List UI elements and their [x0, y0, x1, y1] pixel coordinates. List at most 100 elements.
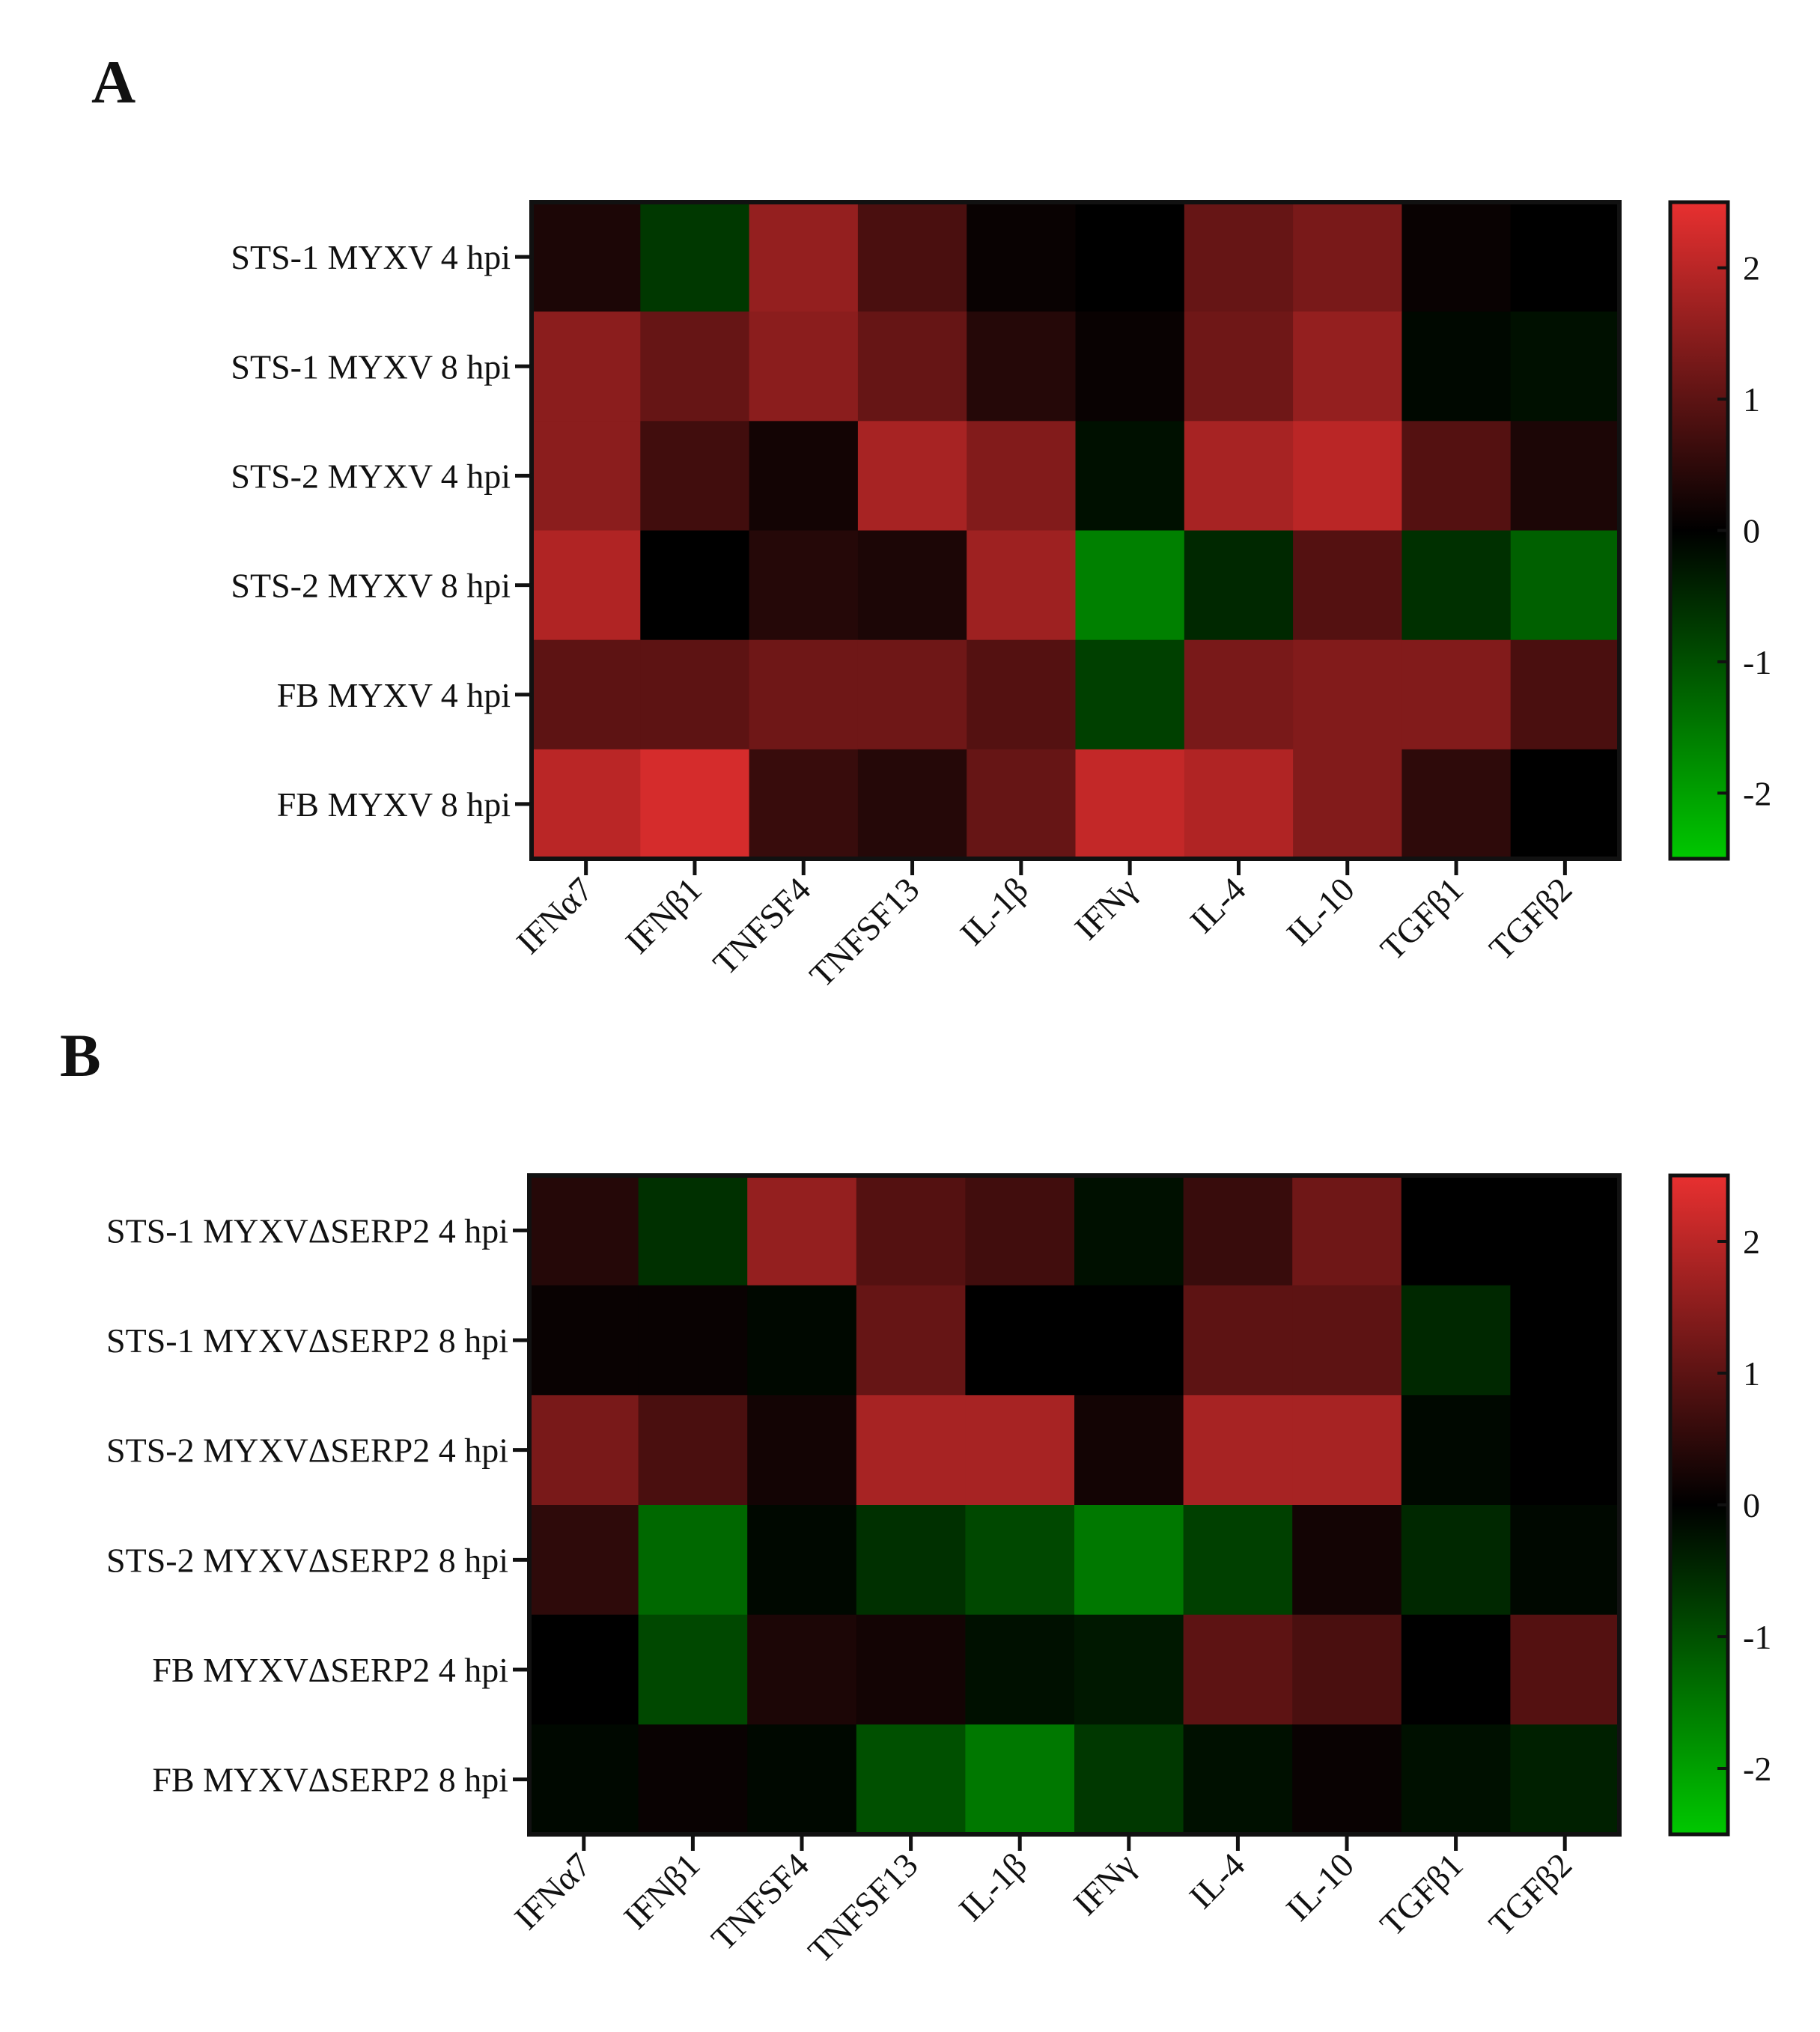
heatmap-a-cell-r5-c2	[749, 749, 859, 860]
heatmap-a-cell-r1-c6	[1184, 311, 1294, 422]
heatmap-a-cell-r2-c2	[749, 421, 859, 532]
colorbar-b-tick-label: 2	[1743, 1223, 1760, 1261]
heatmap-b-cell-r2-c2	[747, 1395, 857, 1506]
heatmap-a-cell-r2-c7	[1293, 421, 1402, 532]
heatmap-a-cell-r0-c9	[1510, 202, 1620, 312]
heatmap-b-cell-r2-c7	[1292, 1395, 1402, 1506]
heatmap-a-cell-r4-c3	[857, 639, 967, 750]
heatmap-b-cell-r0-c2	[747, 1175, 857, 1286]
colorbar-b-tick-label: -2	[1743, 1750, 1771, 1788]
heatmap-b: STS-1 MYXVΔSERP2 4 hpi STS-1 MYXVΔSERP2 8…	[106, 1173, 1771, 1970]
heatmap-a-cell-r2-c6	[1184, 421, 1294, 532]
heatmap-b-cell-r0-c4	[965, 1175, 1075, 1286]
heatmap-b-row-label: STS-2 MYXVΔSERP2 8 hpi	[106, 1541, 508, 1579]
heatmap-a-cell-r4-c8	[1401, 639, 1512, 750]
colorbar-a-tick-label: 0	[1743, 512, 1760, 550]
heatmap-b-cell-r5-c3	[856, 1724, 966, 1835]
heatmap-b-cell-r1-c2	[747, 1285, 857, 1396]
heatmap-b-row-label: STS-1 MYXVΔSERP2 8 hpi	[106, 1321, 508, 1360]
heatmap-a-cell-r0-c2	[749, 202, 859, 312]
heatmap-a-cell-r4-c0	[532, 639, 641, 750]
colorbar-a-tick-label: 1	[1743, 380, 1760, 419]
heatmap-a-cell-r0-c3	[857, 202, 967, 312]
heatmap-b-cell-r0-c0	[529, 1175, 639, 1286]
heatmap-b-cell-r1-c3	[856, 1285, 966, 1396]
heatmap-a-cell-r3-c4	[967, 530, 1077, 641]
heatmap-a-cell-r4-c5	[1075, 639, 1185, 750]
heatmap-a-cell-r2-c0	[532, 421, 641, 532]
heatmap-a-row-label: FB MYXV 4 hpi	[277, 676, 511, 714]
heatmap-b-cell-r1-c9	[1510, 1285, 1620, 1396]
heatmap-b-cell-r1-c4	[965, 1285, 1075, 1396]
heatmap-a-cell-r5-c4	[967, 749, 1077, 860]
heatmap-a-cell-r2-c4	[967, 421, 1077, 532]
heatmap-a-cell-r2-c5	[1075, 421, 1185, 532]
heatmap-b-cell-r3-c8	[1401, 1505, 1511, 1616]
heatmap-b-cell-r1-c6	[1183, 1285, 1293, 1396]
heatmap-b-frame	[527, 1173, 1622, 1837]
heatmap-b-cell-r2-c5	[1074, 1395, 1184, 1506]
heatmap-b-cell-r4-c8	[1401, 1614, 1511, 1725]
heatmap-b-cell-r5-c0	[529, 1724, 639, 1835]
heatmap-a-cell-r5-c0	[532, 749, 641, 860]
heatmap-b-row-label: FB MYXVΔSERP2 4 hpi	[152, 1651, 508, 1689]
heatmap-a-cell-r0-c7	[1293, 202, 1402, 312]
heatmap-b-cell-r4-c2	[747, 1614, 857, 1725]
heatmap-a-cell-r1-c9	[1510, 311, 1620, 422]
heatmap-a-cell-r3-c3	[857, 530, 967, 641]
heatmap-a-cell-r1-c8	[1401, 311, 1512, 422]
heatmap-a-cell-r2-c9	[1510, 421, 1620, 532]
heatmap-a-cell-r0-c8	[1401, 202, 1512, 312]
heatmap-b-cell-r1-c7	[1292, 1285, 1402, 1396]
heatmap-b-cell-r0-c8	[1401, 1175, 1511, 1286]
heatmap-a-row-label: STS-1 MYXV 4 hpi	[231, 238, 511, 276]
heatmap-a-row-label: STS-2 MYXV 4 hpi	[231, 457, 511, 495]
heatmap-a-cell-r4-c1	[640, 639, 750, 750]
heatmap-b-cell-r4-c4	[965, 1614, 1075, 1725]
heatmap-b-cell-r3-c5	[1074, 1505, 1184, 1616]
heatmap-b-cell-r3-c0	[529, 1505, 639, 1616]
heatmap-a-cell-r1-c2	[749, 311, 859, 422]
heatmap-b-cell-r5-c7	[1292, 1724, 1402, 1835]
heatmap-b-cell-r4-c7	[1292, 1614, 1402, 1725]
heatmap-b-cell-r3-c3	[856, 1505, 966, 1616]
heatmap-a-cell-r4-c2	[749, 639, 859, 750]
heatmap-b-cell-r0-c7	[1292, 1175, 1402, 1286]
heatmap-a-cell-r1-c3	[857, 311, 967, 422]
heatmap-a-cell-r3-c6	[1184, 530, 1294, 641]
heatmap-b-cell-r2-c0	[529, 1395, 639, 1506]
colorbar-a-tick-label: -1	[1743, 643, 1771, 681]
colorbar-b-tick-label: -1	[1743, 1618, 1771, 1656]
heatmap-b-cell-r4-c5	[1074, 1614, 1184, 1725]
heatmap-b-cell-r3-c9	[1510, 1505, 1620, 1616]
colorbar-a-tick-label: 2	[1743, 249, 1760, 288]
heatmap-b-cell-r2-c1	[638, 1395, 748, 1506]
heatmap-b-cell-r4-c3	[856, 1614, 966, 1725]
heatmap-b-row-label: STS-2 MYXVΔSERP2 4 hpi	[106, 1432, 508, 1470]
heatmap-b-cell-r4-c0	[529, 1614, 639, 1725]
heatmap-b-row-label: FB MYXVΔSERP2 8 hpi	[152, 1761, 508, 1799]
heatmap-a-cell-r1-c0	[532, 311, 641, 422]
heatmap-a-cell-r5-c1	[640, 749, 750, 860]
heatmap-a-cell-r3-c8	[1401, 530, 1512, 641]
heatmap-a-cell-r0-c6	[1184, 202, 1294, 312]
heatmap-b-cell-r4-c6	[1183, 1614, 1293, 1725]
heatmap-b-cell-r2-c3	[856, 1395, 966, 1506]
heatmap-b-cell-r1-c1	[638, 1285, 748, 1396]
heatmap-a-cell-r3-c7	[1293, 530, 1402, 641]
heatmap-a-cell-r2-c8	[1401, 421, 1512, 532]
colorbar-b-tick-label: 0	[1743, 1486, 1760, 1524]
heatmap-b-cell-r0-c1	[638, 1175, 748, 1286]
heatmap-a-cell-r4-c4	[967, 639, 1077, 750]
heatmap-b-cell-r0-c6	[1183, 1175, 1293, 1286]
heatmap-b-cell-r3-c7	[1292, 1505, 1402, 1616]
heatmap-b-cell-r3-c6	[1183, 1505, 1293, 1616]
heatmap-b-cell-r4-c9	[1510, 1614, 1620, 1725]
heatmap-a-cell-r3-c2	[749, 530, 859, 641]
heatmap-a-cell-r5-c5	[1075, 749, 1185, 860]
heatmap-a-cell-r5-c7	[1293, 749, 1402, 860]
heatmap-a-frame	[529, 200, 1622, 861]
heatmap-b-cell-r3-c4	[965, 1505, 1075, 1616]
heatmap-a-row-label: FB MYXV 8 hpi	[277, 785, 511, 824]
colorbar-b	[1668, 1173, 1730, 1837]
